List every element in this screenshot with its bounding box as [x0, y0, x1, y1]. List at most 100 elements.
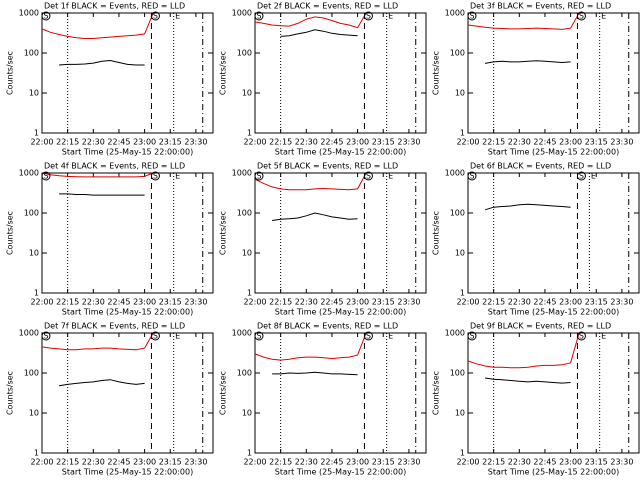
- annotation-ring: [41, 331, 51, 341]
- x-tick-label: 22:15: [482, 458, 505, 467]
- annotation: S: [153, 12, 158, 21]
- x-axis-label: Start Time (25-May-15 22:00:00): [488, 148, 619, 157]
- annotation: E: [175, 12, 180, 21]
- plot-frame: [41, 172, 214, 294]
- annotation: S: [366, 12, 371, 21]
- x-tick-label: 23:00: [133, 298, 156, 307]
- x-tick-label: 22:00: [456, 298, 479, 307]
- x-tick-label: 22:45: [107, 298, 130, 307]
- y-tick-label: 100: [237, 49, 252, 58]
- x-tick-label: 23:15: [159, 458, 182, 467]
- annotation: E: [388, 172, 393, 181]
- data-line: [42, 13, 154, 39]
- x-tick-label: 22:00: [30, 298, 53, 307]
- data-line: [485, 377, 571, 384]
- x-tick-label: 23:15: [372, 138, 395, 147]
- x-axis-label: Start Time (25-May-15 22:00:00): [275, 148, 406, 157]
- chart-title: Det 3f BLACK = Events, RED = LLD: [470, 2, 611, 11]
- x-axis-label: Start Time (25-May-15 22:00:00): [62, 148, 193, 157]
- y-axis-label: Counts/sec: [432, 371, 441, 415]
- y-tick-label: 1000: [445, 169, 465, 178]
- data-line: [272, 212, 358, 221]
- y-tick-label: 10: [242, 89, 252, 98]
- y-tick-label: 10: [455, 409, 465, 418]
- y-tick-label: 100: [24, 209, 39, 218]
- annotation: E: [175, 172, 180, 181]
- x-tick-label: 22:30: [295, 138, 318, 147]
- x-tick-label: 22:45: [320, 458, 343, 467]
- y-tick-label: 10: [242, 249, 252, 258]
- x-tick-label: 22:30: [508, 458, 531, 467]
- y-tick-label: 10: [29, 249, 39, 258]
- x-tick-label: 23:00: [559, 138, 582, 147]
- data-line: [468, 333, 580, 369]
- plot-frame: [467, 332, 640, 454]
- plot-frame: [467, 12, 640, 134]
- y-tick-label: 1000: [445, 329, 465, 338]
- x-axis-label: Start Time (25-May-15 22:00:00): [62, 468, 193, 477]
- x-tick-label: 23:15: [372, 458, 395, 467]
- x-tick-label: 22:45: [533, 458, 556, 467]
- y-tick-label: 100: [237, 209, 252, 218]
- x-axis-label: Start Time (25-May-15 22:00:00): [275, 308, 406, 317]
- data-line: [255, 13, 367, 29]
- chart-title: Det 2f BLACK = Events, RED = LLD: [257, 2, 398, 11]
- annotation-ring: [467, 11, 477, 21]
- x-tick-label: 22:30: [82, 458, 105, 467]
- y-tick-label: 100: [450, 209, 465, 218]
- y-tick-label: 1: [460, 289, 465, 298]
- x-tick-label: 22:45: [320, 298, 343, 307]
- annotation: S: [579, 332, 584, 341]
- y-axis-label: Counts/sec: [432, 211, 441, 255]
- x-tick-label: 22:30: [295, 298, 318, 307]
- x-axis-label: Start Time (25-May-15 22:00:00): [488, 468, 619, 477]
- x-tick-label: 22:15: [56, 138, 79, 147]
- chart-title: Det 6f BLACK = Events, RED = LLD: [470, 162, 611, 171]
- x-tick-label: 23:30: [397, 298, 420, 307]
- y-axis-label: Counts/sec: [6, 211, 15, 255]
- y-tick-label: 1: [247, 449, 252, 458]
- y-axis-label: Counts/sec: [6, 371, 15, 415]
- chart-title: Det 4f BLACK = Events, RED = LLD: [44, 162, 185, 171]
- y-tick-label: 1000: [19, 329, 39, 338]
- annotation-ring: [254, 11, 264, 21]
- data-line: [484, 203, 571, 211]
- data-line: [42, 333, 154, 351]
- annotation: S: [153, 332, 158, 341]
- annotation-ring: [467, 331, 477, 341]
- annotation: S: [43, 12, 48, 21]
- y-tick-label: 1: [34, 129, 39, 138]
- data-line: [255, 173, 367, 191]
- x-tick-label: 22:15: [482, 138, 505, 147]
- annotation: S: [256, 12, 261, 21]
- annotation: S: [579, 172, 584, 181]
- y-tick-label: 1: [34, 449, 39, 458]
- annotation: E: [601, 12, 606, 21]
- x-tick-label: 23:15: [585, 138, 608, 147]
- y-tick-label: 10: [29, 89, 39, 98]
- y-tick-label: 10: [455, 249, 465, 258]
- x-tick-label: 22:00: [243, 298, 266, 307]
- x-tick-label: 23:15: [585, 298, 608, 307]
- x-tick-label: 22:15: [269, 458, 292, 467]
- x-tick-label: 23:00: [346, 298, 369, 307]
- annotation: S: [469, 12, 474, 21]
- annotation-ring: [363, 171, 373, 181]
- annotation-ring: [576, 11, 586, 21]
- data-line: [42, 173, 154, 178]
- chart-title: Det 1f BLACK = Events, RED = LLD: [44, 2, 185, 11]
- chart-title: Det 7f BLACK = Events, RED = LLD: [44, 322, 185, 331]
- plot-frame: [41, 332, 214, 454]
- data-line: [255, 333, 367, 361]
- y-tick-label: 1: [247, 289, 252, 298]
- x-tick-label: 23:00: [559, 458, 582, 467]
- data-line: [468, 13, 580, 30]
- x-tick-label: 23:30: [184, 298, 207, 307]
- annotation: S: [469, 172, 474, 181]
- annotation: S: [256, 332, 261, 341]
- annotation-ring: [254, 171, 264, 181]
- y-axis-label: Counts/sec: [219, 371, 228, 415]
- y-tick-label: 1000: [232, 9, 252, 18]
- annotation: E: [591, 172, 596, 181]
- plot-frame: [41, 12, 214, 134]
